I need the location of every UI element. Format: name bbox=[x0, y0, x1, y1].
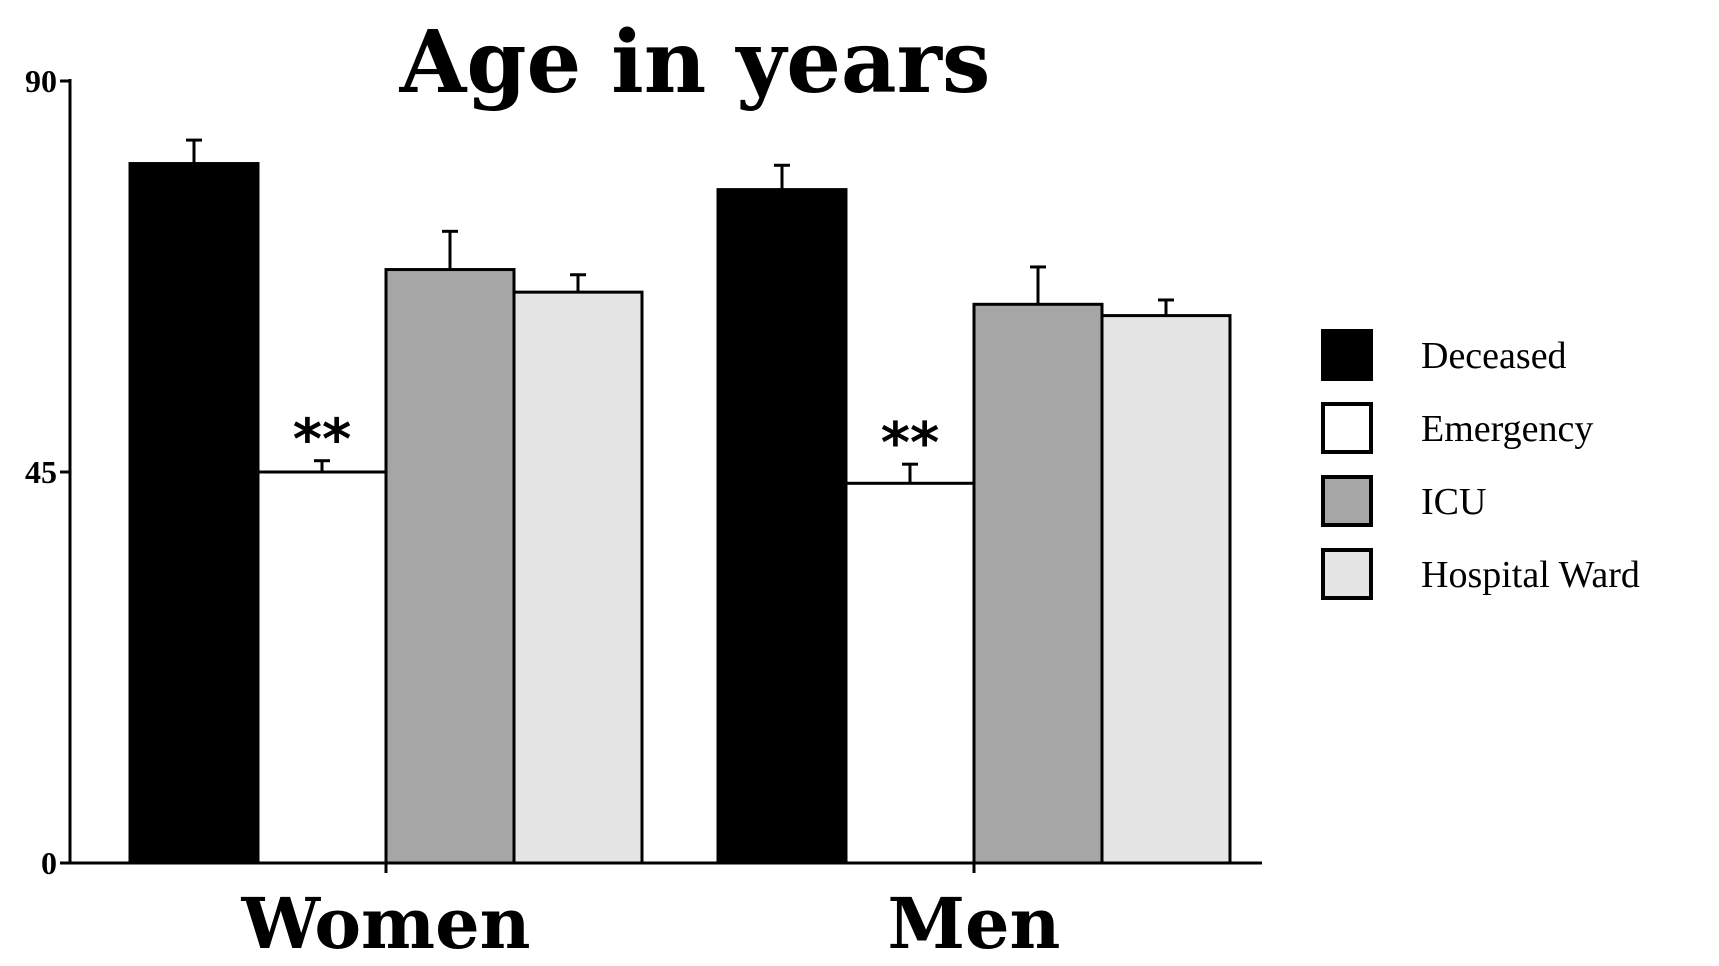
bar bbox=[128, 162, 260, 865]
y-tick-label: 90 bbox=[25, 63, 57, 99]
legend-swatch bbox=[1321, 548, 1373, 600]
bar bbox=[1100, 314, 1232, 865]
plot-area bbox=[128, 138, 1232, 865]
bar bbox=[844, 481, 976, 865]
chart-title: Age in years bbox=[399, 12, 991, 113]
legend-label: Hospital Ward bbox=[1421, 554, 1640, 596]
axis-labels: 0 45 90 Women Men ** ** bbox=[25, 63, 1060, 965]
x-category-label: Men bbox=[888, 882, 1061, 965]
legend-swatch bbox=[1321, 475, 1373, 527]
legend-item: Emergency bbox=[1321, 402, 1593, 454]
legend-item: ICU bbox=[1321, 475, 1486, 527]
x-category-label: Women bbox=[240, 882, 530, 965]
significance-annotation: ** bbox=[881, 411, 940, 476]
bar bbox=[972, 302, 1104, 865]
legend-swatch bbox=[1321, 402, 1373, 454]
legend-label: ICU bbox=[1421, 481, 1486, 523]
legend-label: Deceased bbox=[1421, 335, 1567, 377]
y-tick-label: 45 bbox=[25, 454, 57, 490]
bar bbox=[384, 268, 516, 865]
legend: Deceased Emergency ICU Hospital Ward bbox=[1321, 329, 1640, 600]
legend-swatch bbox=[1321, 329, 1373, 381]
legend-label: Emergency bbox=[1421, 408, 1593, 450]
bar bbox=[716, 188, 848, 865]
significance-annotation: ** bbox=[293, 408, 352, 473]
bar bbox=[512, 290, 644, 865]
legend-item: Hospital Ward bbox=[1321, 548, 1640, 600]
bar bbox=[256, 470, 388, 865]
y-tick-label: 0 bbox=[41, 845, 57, 881]
legend-item: Deceased bbox=[1321, 329, 1567, 381]
